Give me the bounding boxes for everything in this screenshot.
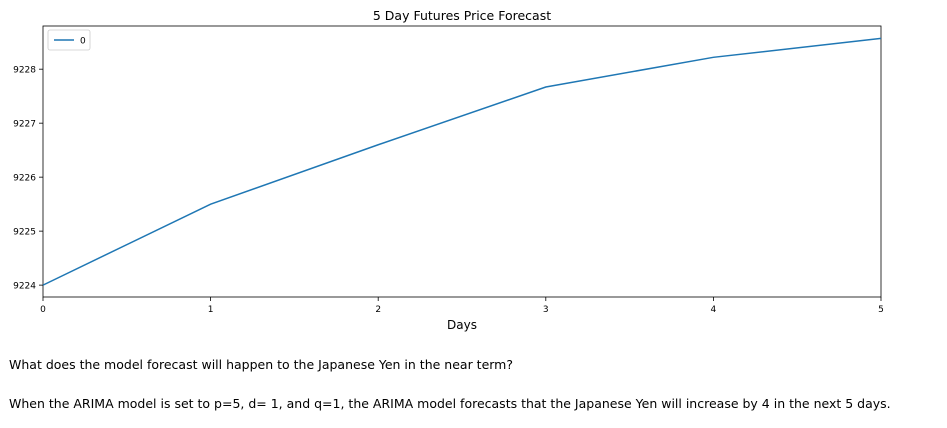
x-tick-label: 3 [543,305,549,315]
y-tick-label: 9225 [13,228,36,238]
y-axis: 9224 9225 9226 9227 9228 [13,66,43,292]
x-tick-label: 5 [878,305,884,315]
x-tick-label: 0 [40,305,46,315]
x-axis-label: Days [447,318,477,332]
x-tick-label: 1 [208,305,214,315]
y-tick-label: 9224 [13,282,36,292]
x-tick-label: 4 [711,305,717,315]
y-tick-label: 9226 [13,174,36,184]
legend-label: 0 [80,37,86,47]
x-tick-label: 2 [375,305,381,315]
chart-title: 5 Day Futures Price Forecast [373,8,551,23]
x-axis: 0 1 2 3 4 5 [40,297,884,315]
forecast-chart: 5 Day Futures Price Forecast 0 1 2 3 4 5 9224… [13,8,884,332]
legend: 0 [47,29,91,51]
question-text: What does the model forecast will happen… [9,357,513,372]
series-line-0 [42,37,882,286]
plot-area [42,25,882,298]
y-tick-label: 9227 [13,120,36,130]
answer-text: When the ARIMA model is set to p=5, d= 1… [9,396,891,411]
y-tick-label: 9228 [13,66,36,76]
